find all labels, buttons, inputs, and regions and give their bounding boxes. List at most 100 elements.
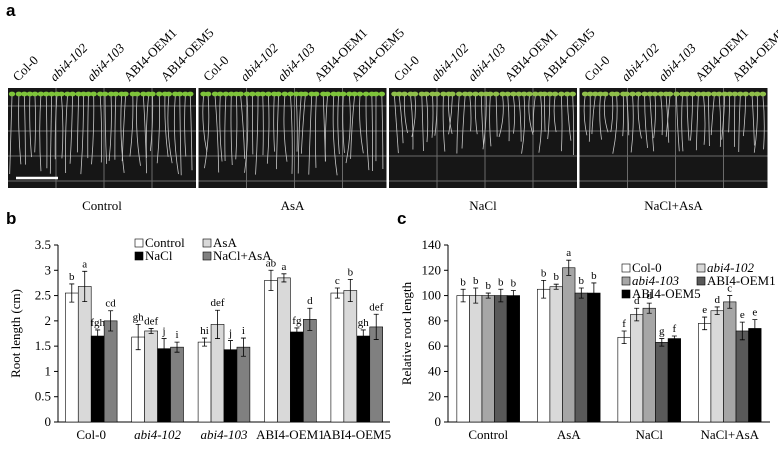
error-bar [621, 330, 627, 345]
error-bar [373, 313, 379, 340]
root [461, 95, 466, 149]
root [244, 95, 249, 173]
error-bar [360, 329, 366, 343]
root [553, 95, 557, 133]
bar [103, 320, 118, 423]
root [626, 95, 630, 136]
error-bar [82, 270, 88, 303]
seedling [646, 91, 654, 97]
significance-letter: fg [292, 315, 302, 327]
root [507, 95, 510, 142]
significance-letter: a [281, 261, 286, 273]
root [469, 95, 472, 132]
seedling [254, 91, 262, 97]
y-tick-label: 100 [422, 288, 442, 303]
seedling [449, 91, 456, 97]
panel-label: b [6, 209, 16, 228]
seedling [487, 91, 494, 97]
error-bar [227, 340, 233, 360]
legend-label: abi4-102 [707, 260, 754, 275]
legend-swatch [202, 251, 212, 261]
error-bar [215, 309, 221, 339]
seedling [15, 91, 23, 97]
root [695, 95, 699, 151]
seedling [112, 91, 119, 97]
bar [537, 288, 551, 423]
seedling [378, 91, 386, 97]
seedling [165, 91, 173, 97]
root [513, 95, 516, 134]
error-bar [281, 273, 287, 283]
error-bar [634, 307, 640, 322]
seedling [302, 91, 309, 97]
root [345, 95, 351, 164]
genotype-label: abi4-103 [84, 40, 128, 84]
root [762, 95, 765, 150]
seedling [651, 91, 659, 97]
root [588, 95, 591, 142]
significance-letter: gh [133, 311, 145, 323]
seedling [721, 91, 728, 97]
root [599, 95, 602, 140]
root [29, 95, 32, 158]
root [65, 95, 68, 173]
seedling [499, 91, 506, 97]
treatment-label: AsA [281, 198, 305, 213]
seedling [546, 91, 554, 97]
root [421, 95, 424, 152]
seedling [346, 91, 353, 97]
root [80, 95, 84, 175]
genotype-label: abi4-103 [655, 40, 699, 84]
bar [642, 307, 656, 423]
legend-swatch [696, 276, 706, 286]
root [34, 95, 36, 153]
y-tick-label: 140 [422, 237, 442, 252]
seedling [249, 91, 256, 97]
error-bar [510, 290, 516, 302]
bar [481, 295, 495, 423]
root [108, 95, 112, 161]
bar [330, 292, 345, 423]
root [403, 95, 408, 134]
significance-letter: gh [358, 317, 370, 329]
seedling [293, 91, 300, 97]
legend-swatch [621, 263, 631, 273]
root [49, 95, 53, 174]
root [431, 95, 434, 138]
root [572, 95, 575, 156]
legend-swatch [134, 251, 144, 261]
seedling [287, 91, 294, 97]
root [167, 95, 173, 164]
root [603, 95, 609, 133]
root [544, 95, 546, 132]
root [681, 95, 684, 152]
y-tick-label: 1 [45, 363, 52, 378]
seedling [182, 91, 189, 97]
root [359, 95, 364, 154]
significance-letter: fgh [90, 317, 105, 329]
bar [77, 286, 92, 423]
root [480, 95, 484, 145]
significance-letter: b [591, 270, 597, 282]
root [121, 95, 126, 162]
seedling [200, 91, 207, 97]
error-bar [202, 337, 208, 347]
significance-letter: c [335, 275, 340, 287]
legend-swatch [696, 263, 706, 273]
significance-letter: i [242, 325, 245, 337]
root [114, 95, 117, 160]
bar [170, 346, 184, 423]
legend-swatch [134, 238, 144, 248]
error-bar [485, 292, 491, 299]
root [308, 95, 313, 175]
significance-letter: b [579, 275, 585, 287]
root [230, 95, 233, 165]
x-tick-label: ABI4-OEM1 [256, 427, 325, 442]
seedling [526, 91, 533, 97]
seedling [176, 91, 183, 97]
seedling [472, 91, 479, 97]
error-bar [268, 269, 274, 291]
seedling [259, 91, 266, 97]
seedling [313, 91, 320, 97]
